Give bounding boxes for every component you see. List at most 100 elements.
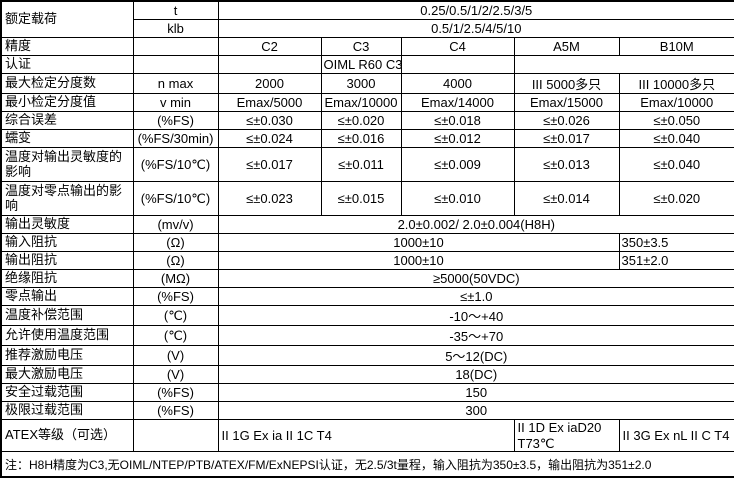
table-row-input-impedance: 输入阻抗 (Ω) 1000±10 350±3.5 — [0, 233, 734, 252]
cell-insulation-impedance-value: ≥5000(50VDC) — [217, 269, 734, 288]
row-unit-creep: (%FS/30min) — [132, 129, 219, 148]
cell-certification-c2-empty — [217, 55, 322, 74]
cell-atex-unit-empty — [132, 418, 219, 453]
column-header-c3: C3 — [320, 37, 402, 56]
cell-n-max-c2: 2000 — [217, 73, 322, 94]
row-label-combined-error: 综合误差 — [0, 111, 134, 130]
row-unit-klb: klb — [132, 19, 219, 38]
cell-n-max-b10m: III 10000多只 — [618, 73, 734, 94]
cell-temp-zero-b10m: ≤±0.020 — [618, 181, 734, 216]
cell-recommended-excitation-voltage-value: 5～12(DC) — [217, 345, 734, 366]
cell-combined-error-b10m: ≤±0.050 — [618, 111, 734, 130]
row-label-temp-compensation-range: 温度补偿范围 — [0, 305, 134, 326]
cell-accuracy-unit-empty — [132, 37, 219, 56]
row-unit-safe-overload-range: (%FS) — [132, 383, 219, 402]
cell-v-min-c4: Emax/14000 — [400, 93, 515, 112]
row-label-v-min: 最小检定分度值 — [0, 93, 134, 112]
cell-certification-a5m-b10m-empty — [513, 55, 734, 74]
row-unit-t: t — [132, 0, 219, 20]
cell-v-min-c2: Emax/5000 — [217, 93, 322, 112]
row-unit-max-excitation-voltage: (V) — [132, 365, 219, 384]
table-row-output-impedance: 输出阻抗 (Ω) 1000±10 351±2.0 — [0, 251, 734, 270]
row-unit-zero-output: (%FS) — [132, 287, 219, 306]
row-label-max-excitation-voltage: 最大激励电压 — [0, 365, 134, 384]
cell-output-sensitivity-value: 2.0±0.002/ 2.0±0.004(H8H) — [217, 215, 734, 234]
table-row-temp-compensation-range: 温度补偿范围 (℃) -10～+40 — [0, 305, 734, 326]
row-unit-output-sensitivity: (mv/v) — [132, 215, 219, 234]
table-row-n-max: 最大检定分度数 n max 2000 3000 4000 III 5000多只 … — [0, 73, 734, 94]
cell-creep-b10m: ≤±0.040 — [618, 129, 734, 148]
row-unit-temp-effect-sensitivity: (%FS/10℃) — [132, 147, 219, 182]
row-label-output-sensitivity: 输出灵敏度 — [0, 215, 134, 234]
cell-input-impedance-b10m: 350±3.5 — [618, 233, 734, 252]
column-header-b10m: B10M — [618, 37, 734, 56]
row-label-rated-load: 额定载荷 — [0, 0, 134, 38]
cell-temp-sens-b10m: ≤±0.040 — [618, 147, 734, 182]
cell-output-impedance-b10m: 351±2.0 — [618, 251, 734, 270]
cell-n-max-c4: 4000 — [400, 73, 515, 94]
table-row-v-min: 最小检定分度值 v min Emax/5000 Emax/10000 Emax/… — [0, 93, 734, 112]
cell-creep-c4: ≤±0.012 — [400, 129, 515, 148]
cell-certification-unit-empty — [132, 55, 219, 74]
table-row-temp-effect-sensitivity: 温度对输出灵敏度的影响 (%FS/10℃) ≤±0.017 ≤±0.011 ≤±… — [0, 147, 734, 182]
cell-output-impedance-value: 1000±10 — [217, 251, 620, 270]
cell-operating-temp-range-value: -35～+70 — [217, 325, 734, 346]
cell-temp-zero-c3: ≤±0.015 — [320, 181, 402, 216]
cell-n-max-a5m: III 5000多只 — [513, 73, 620, 94]
cell-certification-c3: OIML R60 C3 — [320, 55, 402, 74]
column-header-c2: C2 — [217, 37, 322, 56]
row-label-certification: 认证 — [0, 55, 134, 74]
row-unit-temp-compensation-range: (℃) — [132, 305, 219, 326]
table-row-accuracy: 精度 C2 C3 C4 A5M B10M — [0, 37, 734, 56]
cell-atex-value-2: II 1D Ex iaD20 T73℃ — [513, 418, 620, 453]
cell-n-max-c3: 3000 — [320, 73, 402, 94]
cell-combined-error-c4: ≤±0.018 — [400, 111, 515, 130]
row-label-output-impedance: 输出阻抗 — [0, 251, 134, 270]
cell-temp-zero-c2: ≤±0.023 — [217, 181, 322, 216]
cell-v-min-b10m: Emax/10000 — [618, 93, 734, 112]
row-label-input-impedance: 输入阻抗 — [0, 233, 134, 252]
table-row-ultimate-overload-range: 极限过载范围 (%FS) 300 — [0, 401, 734, 420]
cell-certification-c4-empty — [400, 55, 515, 74]
row-unit-insulation-impedance: (MΩ) — [132, 269, 219, 288]
table-row-atex: ATEX等级（可选） II 1G Ex ia II 1C T4 II 1D Ex… — [0, 418, 734, 453]
cell-creep-c2: ≤±0.024 — [217, 129, 322, 148]
table-row-zero-output: 零点输出 (%FS) ≤±1.0 — [0, 287, 734, 306]
row-label-safe-overload-range: 安全过载范围 — [0, 383, 134, 402]
table-row-recommended-excitation-voltage: 推荐激励电压 (V) 5～12(DC) — [0, 345, 734, 366]
cell-temp-sens-a5m: ≤±0.013 — [513, 147, 620, 182]
cell-combined-error-c2: ≤±0.030 — [217, 111, 322, 130]
cell-v-min-a5m: Emax/15000 — [513, 93, 620, 112]
row-label-temp-effect-zero: 温度对零点输出的影响 — [0, 181, 134, 216]
row-label-atex: ATEX等级（可选） — [0, 418, 134, 453]
cell-input-impedance-value: 1000±10 — [217, 233, 620, 252]
cell-zero-output-value: ≤±1.0 — [217, 287, 734, 306]
footnote-text: 注：H8H精度为C3,无OIML/NTEP/PTB/ATEX/FM/ExNEPS… — [0, 451, 734, 478]
row-label-insulation-impedance: 绝缘阻抗 — [0, 269, 134, 288]
cell-combined-error-a5m: ≤±0.026 — [513, 111, 620, 130]
cell-combined-error-c3: ≤±0.020 — [320, 111, 402, 130]
table-row-output-sensitivity: 输出灵敏度 (mv/v) 2.0±0.002/ 2.0±0.004(H8H) — [0, 215, 734, 234]
row-label-accuracy: 精度 — [0, 37, 134, 56]
table-row-combined-error: 综合误差 (%FS) ≤±0.030 ≤±0.020 ≤±0.018 ≤±0.0… — [0, 111, 734, 130]
table-row-insulation-impedance: 绝缘阻抗 (MΩ) ≥5000(50VDC) — [0, 269, 734, 288]
table-row-safe-overload-range: 安全过载范围 (%FS) 150 — [0, 383, 734, 402]
row-label-temp-effect-sensitivity: 温度对输出灵敏度的影响 — [0, 147, 134, 182]
column-header-a5m: A5M — [513, 37, 620, 56]
row-label-n-max: 最大检定分度数 — [0, 73, 134, 94]
row-unit-input-impedance: (Ω) — [132, 233, 219, 252]
cell-temp-sens-c3: ≤±0.011 — [320, 147, 402, 182]
table-row-rated-load-t: 额定载荷 t 0.25/0.5/1/2/2.5/3/5 — [0, 0, 734, 38]
cell-safe-overload-range-value: 150 — [217, 383, 734, 402]
cell-temp-sens-c4: ≤±0.009 — [400, 147, 515, 182]
cell-temp-sens-c2: ≤±0.017 — [217, 147, 322, 182]
row-label-creep: 蠕变 — [0, 129, 134, 148]
row-label-ultimate-overload-range: 极限过载范围 — [0, 401, 134, 420]
row-unit-v-min: v min — [132, 93, 219, 112]
row-label-zero-output: 零点输出 — [0, 287, 134, 306]
cell-temp-compensation-range-value: -10～+40 — [217, 305, 734, 326]
cell-creep-a5m: ≤±0.017 — [513, 129, 620, 148]
cell-atex-value-1: II 1G Ex ia II 1C T4 — [217, 418, 515, 453]
cell-max-excitation-voltage-value: 18(DC) — [217, 365, 734, 384]
